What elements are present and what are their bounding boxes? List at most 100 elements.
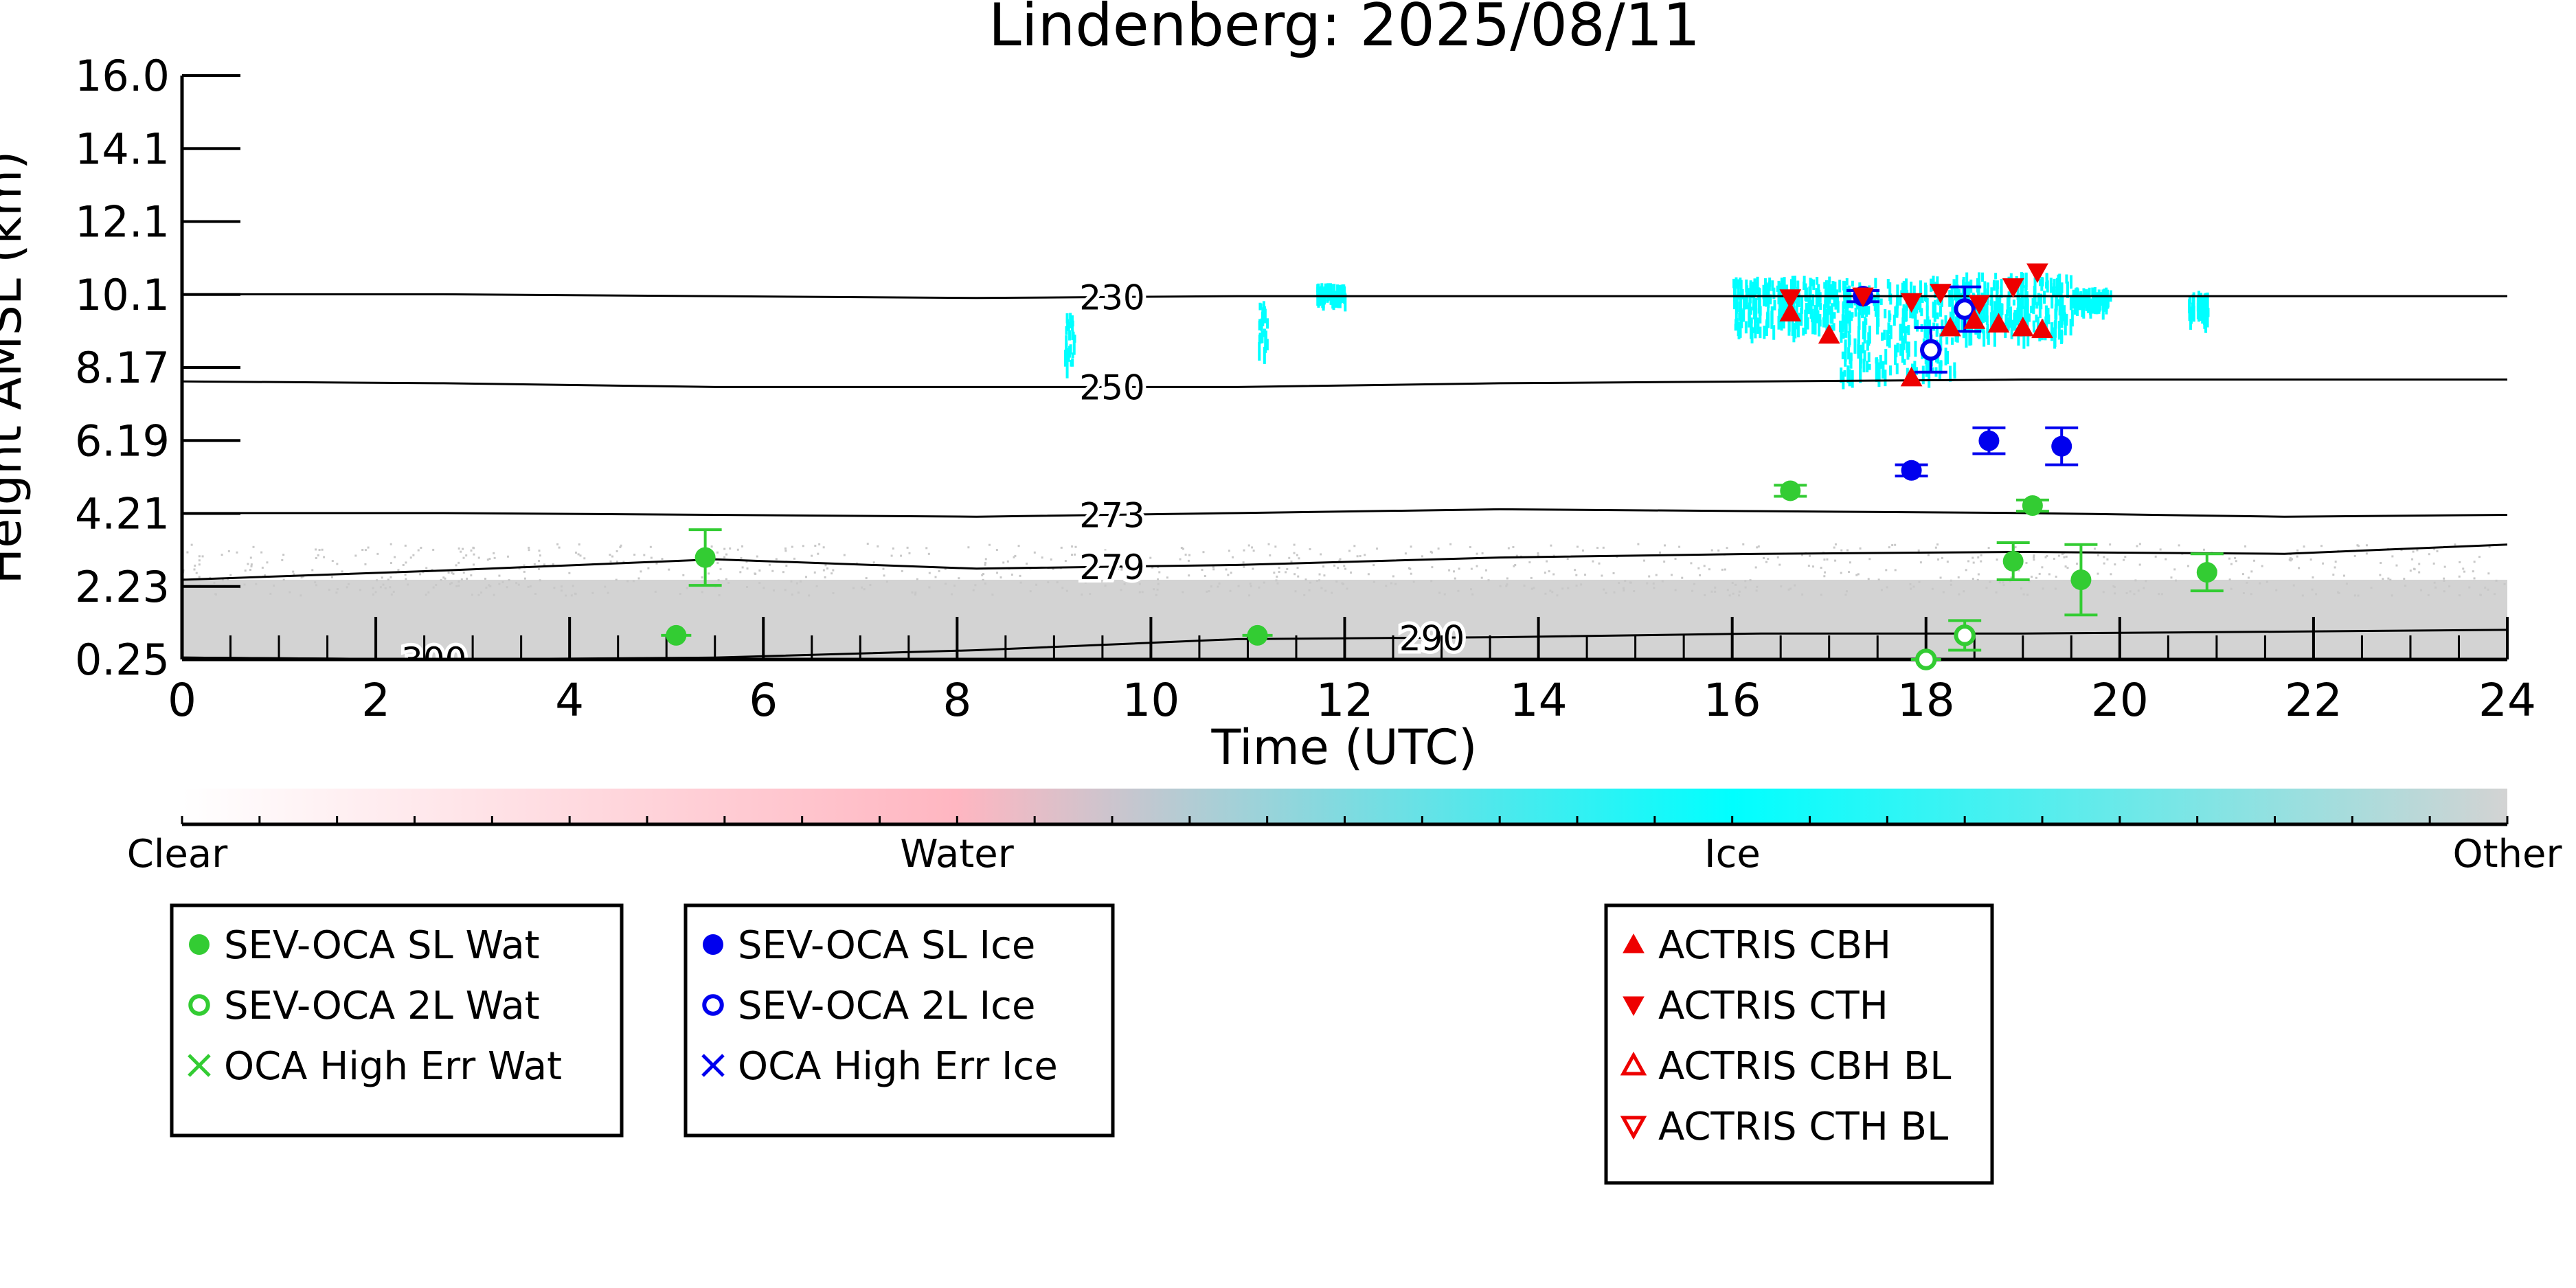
x-tick-label: 10 <box>1122 674 1179 727</box>
other-class-speck <box>560 585 563 588</box>
other-class-speck <box>460 550 462 553</box>
point-sev-oca-sl-ice <box>2051 436 2072 457</box>
ice-class-speck <box>1899 325 1902 341</box>
other-class-speck <box>1392 575 1394 578</box>
other-class-speck <box>1469 588 1472 591</box>
ice-class-speck <box>1877 302 1880 317</box>
ice-class-speck <box>1065 343 1068 362</box>
other-class-speck <box>1410 545 1412 548</box>
other-class-speck <box>1506 577 1509 580</box>
other-class-speck <box>1690 562 1693 565</box>
ice-class-speck <box>1813 316 1816 326</box>
ice-class-speck <box>1754 308 1758 324</box>
ice-class-speck <box>1783 277 1786 296</box>
other-class-speck <box>1697 567 1700 569</box>
ice-class-speck <box>1851 370 1854 388</box>
other-class-speck <box>435 584 438 587</box>
ice-class-speck <box>2065 313 2068 326</box>
other-class-speck <box>1556 594 1559 597</box>
other-class-speck <box>1107 580 1110 583</box>
ice-class-speck <box>2049 278 2053 293</box>
other-class-speck <box>317 554 319 556</box>
ice-class-speck <box>1329 292 1333 305</box>
ice-class-speck <box>1946 350 1950 364</box>
other-class-speck <box>1304 578 1307 581</box>
other-class-speck <box>1629 581 1631 584</box>
other-class-speck <box>250 565 253 567</box>
ice-class-speck <box>1896 295 1899 308</box>
ice-class-speck <box>2055 293 2058 308</box>
ice-class-speck <box>1814 317 1817 335</box>
ice-class-speck <box>1904 278 1908 296</box>
other-class-speck <box>914 593 916 596</box>
other-class-speck <box>1114 567 1117 569</box>
other-class-speck <box>405 561 407 564</box>
other-class-speck <box>1939 576 1942 579</box>
ice-class-speck <box>1772 287 1776 300</box>
other-class-speck <box>1448 569 1451 572</box>
other-class-speck <box>771 569 774 572</box>
ice-class-speck <box>1951 299 1954 319</box>
other-class-speck <box>1430 580 1433 583</box>
other-class-speck <box>716 551 719 554</box>
other-class-speck <box>372 587 374 589</box>
other-class-speck <box>381 576 383 579</box>
other-class-speck <box>679 593 681 596</box>
other-class-speck <box>1612 572 1615 574</box>
other-class-speck <box>1824 571 1827 574</box>
ice-class-speck <box>1066 319 1070 331</box>
other-class-speck <box>477 556 480 559</box>
other-class-speck <box>1776 556 1779 558</box>
other-class-speck <box>2093 547 2096 550</box>
other-class-speck <box>465 554 468 557</box>
ice-class-speck <box>2074 288 2077 295</box>
ice-class-speck <box>1823 308 1827 328</box>
ice-class-speck <box>2188 297 2191 304</box>
ice-class-speck <box>1925 297 1929 310</box>
ice-class-speck <box>1888 282 1892 302</box>
other-class-speck <box>2250 570 2253 573</box>
other-class-speck <box>1350 572 1353 574</box>
other-class-speck <box>1917 549 1920 552</box>
ice-class-speck <box>1857 326 1861 345</box>
other-class-speck <box>1293 552 1296 554</box>
other-class-speck <box>389 576 392 578</box>
other-class-speck <box>1452 570 1455 573</box>
other-class-speck <box>1033 551 1036 554</box>
ice-class-speck <box>2000 279 2003 298</box>
ice-class-speck <box>1765 294 1768 307</box>
ice-class-speck <box>1996 280 1999 292</box>
ice-class-speck <box>1258 302 1262 310</box>
other-class-speck <box>1726 547 1728 550</box>
other-class-speck <box>1663 561 1666 563</box>
other-class-speck <box>620 544 622 547</box>
other-class-speck <box>300 594 302 597</box>
other-class-speck <box>1180 546 1183 549</box>
ice-class-speck <box>1851 280 1854 287</box>
other-class-speck <box>506 555 509 558</box>
other-class-speck <box>708 572 710 575</box>
ice-class-speck <box>1978 312 1982 321</box>
other-class-speck <box>843 554 846 556</box>
other-class-speck <box>2134 579 2137 582</box>
ice-class-speck <box>1825 318 1829 337</box>
other-class-speck <box>457 580 460 583</box>
point-sev-oca-sl-wat <box>2022 495 2043 517</box>
point-sev-oca-2l-wat <box>1954 624 1976 646</box>
other-class-speck <box>1894 543 1897 546</box>
ice-class-speck <box>1877 293 1880 303</box>
ice-class-speck <box>2053 278 2056 289</box>
ice-class-speck <box>2039 279 2042 286</box>
other-class-speck <box>885 580 888 583</box>
ice-class-speck <box>1935 330 1939 337</box>
other-class-speck <box>1826 558 1829 561</box>
other-class-speck <box>2370 587 2373 589</box>
ice-class-speck <box>2057 286 2061 297</box>
other-class-speck <box>508 579 510 582</box>
other-class-speck <box>1704 594 1706 596</box>
other-class-speck <box>425 594 427 596</box>
other-class-speck <box>1123 583 1126 585</box>
ice-class-speck <box>1833 312 1836 319</box>
other-class-speck <box>1561 587 1564 590</box>
other-class-speck <box>981 574 984 576</box>
